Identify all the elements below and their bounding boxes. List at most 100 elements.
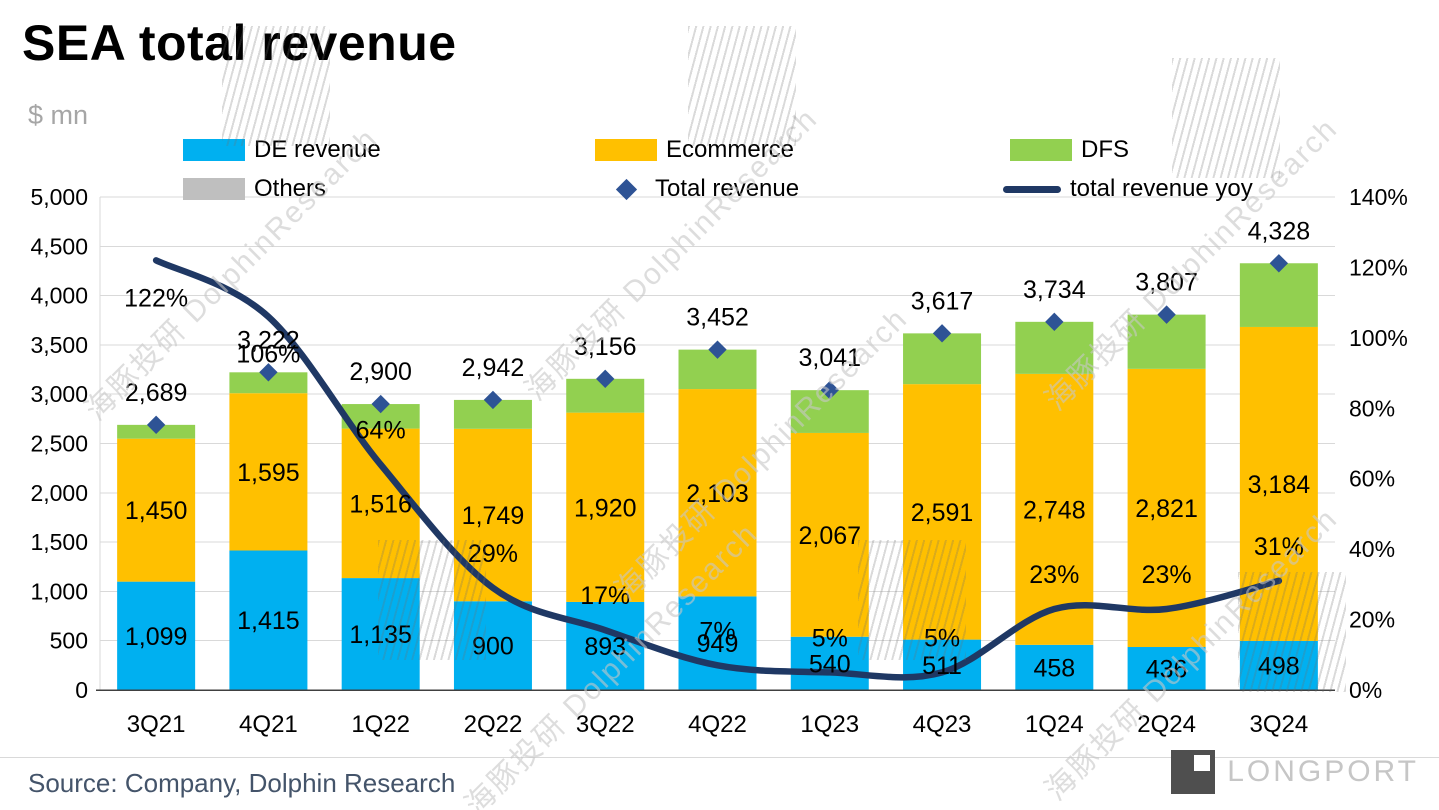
total-value-label: 2,900	[349, 358, 412, 386]
segment-value-label: 540	[809, 650, 851, 678]
legend-item-ecommerce: Ecommerce	[595, 136, 794, 164]
left-axis-tick-label: 500	[50, 628, 88, 654]
right-axis-tick-label: 0%	[1349, 677, 1382, 703]
segment-value-label: 2,591	[911, 499, 974, 527]
right-axis-tick-label: 120%	[1349, 254, 1408, 280]
x-axis-category-label: 1Q24	[1025, 711, 1084, 738]
unit-label: $ mn	[28, 100, 89, 130]
legend-label: Total revenue	[655, 175, 800, 202]
yoy-line	[152, 257, 1283, 681]
longport-logo-text: LONGPORT	[1227, 755, 1419, 788]
total-revenue-marker	[596, 369, 615, 389]
x-axis-category-label: 2Q22	[464, 711, 523, 738]
right-axis-tick-label: 100%	[1349, 325, 1408, 351]
bar-segment-ecommerce	[453, 428, 532, 602]
left-axis-tick-label: 4,500	[30, 233, 88, 259]
bar-segment-ecommerce	[1127, 368, 1206, 648]
bar-segment-de-revenue	[229, 550, 308, 690]
segment-value-label: 1,749	[462, 502, 525, 530]
total-value-label: 3,734	[1023, 276, 1086, 304]
legend-item-total-revenue-yoy: total revenue yoy	[1003, 175, 1253, 203]
yoy-line-swatch-icon	[1003, 185, 1061, 193]
segment-value-label: 1,099	[125, 623, 188, 651]
yoy-percent-label: 5%	[812, 624, 848, 652]
segment-value-label: 3,184	[1248, 471, 1311, 499]
x-axis-category-label: 1Q22	[351, 711, 410, 738]
right-axis-tick-label: 140%	[1349, 184, 1408, 210]
total-revenue-diamond-icon	[615, 178, 638, 200]
bar-segment-de-revenue	[566, 601, 645, 690]
bar-segment-de-revenue	[1127, 647, 1206, 690]
bar-segment-dfs	[1239, 263, 1318, 327]
total-revenue-marker	[483, 390, 503, 410]
longport-logo: LONGPORT	[1171, 750, 1419, 794]
bar-segment-ecommerce	[341, 428, 420, 579]
left-axis-tick-label: 3,500	[30, 332, 88, 358]
segment-value-label: 1,415	[237, 607, 300, 635]
others-swatch-icon	[183, 178, 245, 200]
total-value-label: 3,156	[574, 333, 637, 361]
left-axis-tick-label: 1,500	[30, 529, 88, 555]
legend-label: Ecommerce	[666, 136, 795, 163]
segment-value-label: 1,135	[349, 621, 412, 649]
left-axis-tick-label: 3,000	[30, 381, 88, 407]
total-revenue-marker	[820, 380, 839, 400]
left-axis-tick-label: 4,000	[30, 283, 88, 309]
yoy-percent-label: 5%	[924, 624, 960, 652]
bar-segment-ecommerce	[903, 384, 982, 640]
segment-value-label: 2,748	[1023, 496, 1086, 524]
segment-value-label: 1,450	[125, 497, 188, 525]
segment-value-label: 2,067	[798, 522, 861, 550]
segment-value-label: 436	[1146, 656, 1188, 684]
yoy-percent-label: 23%	[1029, 561, 1079, 589]
total-value-label: 3,617	[911, 287, 974, 315]
total-revenue-marker	[146, 415, 166, 435]
yoy-percent-label: 122%	[124, 284, 188, 312]
footer-divider	[0, 757, 1439, 758]
legend-label: Others	[254, 175, 327, 202]
left-axis-tick-label: 1,000	[30, 578, 88, 604]
x-axis-category-label: 3Q21	[127, 711, 186, 738]
legend-item-dfs: DFS	[1010, 136, 1129, 164]
x-axis-category-label: 2Q24	[1137, 711, 1196, 738]
segment-value-label: 511	[922, 652, 962, 680]
segment-value-label: 458	[1033, 654, 1075, 682]
bar-segment-de-revenue	[678, 596, 757, 690]
page-title: SEA total revenue	[22, 15, 457, 71]
total-revenue-marker	[932, 324, 952, 343]
ecommerce-swatch-icon	[595, 139, 657, 161]
yoy-percent-label: 7%	[699, 617, 735, 645]
bar-segment-de-revenue	[903, 639, 982, 690]
legend-item-total-revenue: Total revenue	[613, 175, 799, 203]
segment-value-label: 2,821	[1135, 495, 1198, 523]
segment-value-label: 498	[1258, 652, 1300, 680]
legend-item-de-revenue: DE revenue	[183, 136, 381, 164]
bar-segment-de-revenue	[790, 636, 869, 690]
total-revenue-marker	[1269, 254, 1289, 273]
x-axis-category-label: 1Q23	[800, 711, 859, 738]
total-revenue-marker	[259, 363, 278, 382]
total-value-label: 4,328	[1248, 217, 1311, 245]
right-axis-tick-label: 60%	[1349, 466, 1395, 492]
yoy-percent-label: 106%	[236, 341, 300, 369]
segment-value-label: 1,516	[349, 490, 412, 518]
yoy-percent-label: 64%	[356, 417, 406, 445]
yoy-percent-label: 23%	[1142, 561, 1192, 589]
bar-segment-ecommerce	[566, 412, 645, 602]
total-value-label: 2,942	[462, 354, 525, 382]
bar-segment-de-revenue	[1239, 640, 1318, 690]
dfs-swatch-icon	[1010, 139, 1072, 161]
left-axis-tick-label: 2,500	[30, 431, 88, 457]
total-revenue-marker	[708, 340, 727, 359]
total-value-label: 3,041	[798, 344, 861, 372]
bar-segment-ecommerce	[229, 393, 308, 551]
yoy-percent-label: 29%	[468, 540, 518, 568]
bar-segment-ecommerce	[1015, 373, 1094, 645]
right-axis-tick-label: 40%	[1349, 536, 1395, 562]
bar-segment-ecommerce	[117, 438, 196, 582]
longport-logo-icon	[1171, 750, 1216, 794]
x-axis-category-label: 3Q24	[1250, 711, 1309, 738]
bar-segment-ecommerce	[790, 432, 869, 637]
total-value-label: 3,452	[686, 304, 749, 332]
